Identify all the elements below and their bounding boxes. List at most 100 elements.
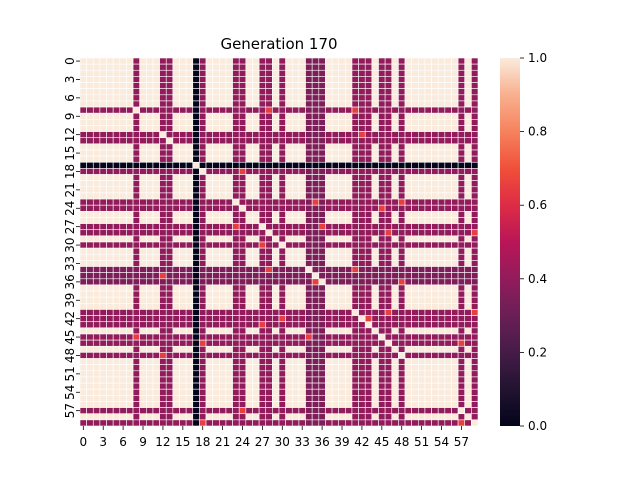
heatmap-cell (291, 82, 300, 89)
heatmap-cell (165, 333, 174, 341)
heatmap-cell (152, 303, 160, 310)
heatmap-cell (345, 290, 353, 298)
heatmap-cell (139, 247, 147, 255)
heatmap-cell (179, 119, 187, 126)
heatmap-cell (225, 327, 233, 335)
heatmap-cell (311, 168, 320, 175)
heatmap-cell (165, 278, 174, 286)
heatmap-cell (99, 180, 107, 188)
heatmap-cell (172, 376, 180, 384)
heatmap-cell (192, 100, 200, 108)
heatmap-cell (86, 321, 94, 329)
heatmap-cell (285, 315, 293, 323)
heatmap-cell (238, 401, 247, 408)
heatmap-cell (112, 131, 121, 139)
heatmap-cell (278, 284, 286, 292)
heatmap-cell (245, 76, 253, 83)
heatmap-cell (252, 296, 260, 304)
heatmap-cell (285, 253, 293, 261)
heatmap-cell (291, 57, 300, 65)
heatmap-cell (471, 364, 479, 372)
heatmap-cell (225, 364, 233, 372)
heatmap-cell (252, 321, 260, 329)
heatmap-cell (404, 364, 412, 372)
heatmap-cell (311, 315, 320, 323)
heatmap-cell (86, 382, 94, 390)
heatmap-cell (212, 69, 220, 77)
heatmap-cell (351, 352, 359, 359)
heatmap-cell (358, 106, 366, 114)
heatmap-cell (291, 217, 300, 224)
heatmap-cell (79, 137, 87, 145)
heatmap-cell (398, 63, 406, 71)
heatmap-cell (471, 63, 479, 71)
heatmap-cell (225, 229, 233, 237)
heatmap-cell (331, 198, 340, 206)
heatmap-cell (378, 395, 386, 402)
heatmap-cell (165, 382, 174, 390)
heatmap-cell (338, 345, 346, 353)
heatmap-cell (451, 321, 459, 329)
heatmap-cell (92, 82, 101, 89)
heatmap-cell (311, 395, 320, 402)
heatmap-cell (199, 339, 207, 347)
heatmap-cell (371, 168, 379, 175)
heatmap-cell (325, 253, 333, 261)
heatmap-cell (364, 253, 373, 261)
heatmap-cell (106, 284, 114, 292)
heatmap-cell (451, 376, 459, 384)
heatmap-cell (451, 94, 459, 102)
heatmap-cell (199, 272, 207, 280)
heatmap-cell (331, 161, 340, 169)
heatmap-cell (411, 315, 419, 323)
heatmap-cell (451, 413, 459, 421)
heatmap-cell (252, 364, 260, 372)
heatmap-cell (378, 321, 386, 329)
heatmap-cell (464, 76, 472, 83)
heatmap-cell (252, 253, 260, 261)
heatmap-cell (126, 82, 134, 89)
heatmap-cell (325, 174, 333, 181)
heatmap-cell (351, 106, 359, 114)
heatmap-cell (378, 106, 386, 114)
heatmap-cell (205, 204, 213, 212)
heatmap-cells (79, 57, 479, 427)
heatmap-cell (358, 76, 366, 83)
heatmap-cell (252, 345, 260, 353)
heatmap-cell (265, 260, 273, 267)
heatmap-cell (424, 407, 432, 415)
heatmap-cell (139, 229, 147, 237)
heatmap-cell (139, 370, 147, 378)
heatmap-cell (205, 223, 213, 231)
heatmap-cell (152, 247, 160, 255)
heatmap-cell (245, 235, 253, 243)
heatmap-cell (285, 247, 293, 255)
heatmap-cell (318, 284, 326, 292)
heatmap-cell (424, 290, 432, 298)
heatmap-cell (411, 327, 419, 335)
heatmap-cell (285, 131, 293, 139)
heatmap-cell (371, 333, 379, 341)
heatmap-cell (285, 119, 293, 126)
heatmap-cell (132, 192, 141, 200)
heatmap-cell (345, 131, 353, 139)
heatmap-cell (212, 303, 220, 310)
heatmap-cell (404, 266, 412, 273)
heatmap-cell (132, 352, 141, 359)
heatmap-cell (318, 321, 326, 329)
heatmap-cell (159, 395, 167, 402)
heatmap-cell (338, 204, 346, 212)
heatmap-cell (384, 364, 393, 372)
heatmap-cell (79, 272, 87, 280)
heatmap-cell (285, 76, 293, 83)
heatmap-cell (358, 253, 366, 261)
heatmap-cell (92, 180, 101, 188)
heatmap-cell (179, 284, 187, 292)
heatmap-cell (338, 413, 346, 421)
heatmap-cell (219, 119, 227, 126)
heatmap-cell (325, 376, 333, 384)
heatmap-cell (371, 241, 379, 249)
heatmap-cell (444, 204, 452, 212)
heatmap-cell (464, 364, 472, 372)
heatmap-cell (318, 57, 326, 65)
